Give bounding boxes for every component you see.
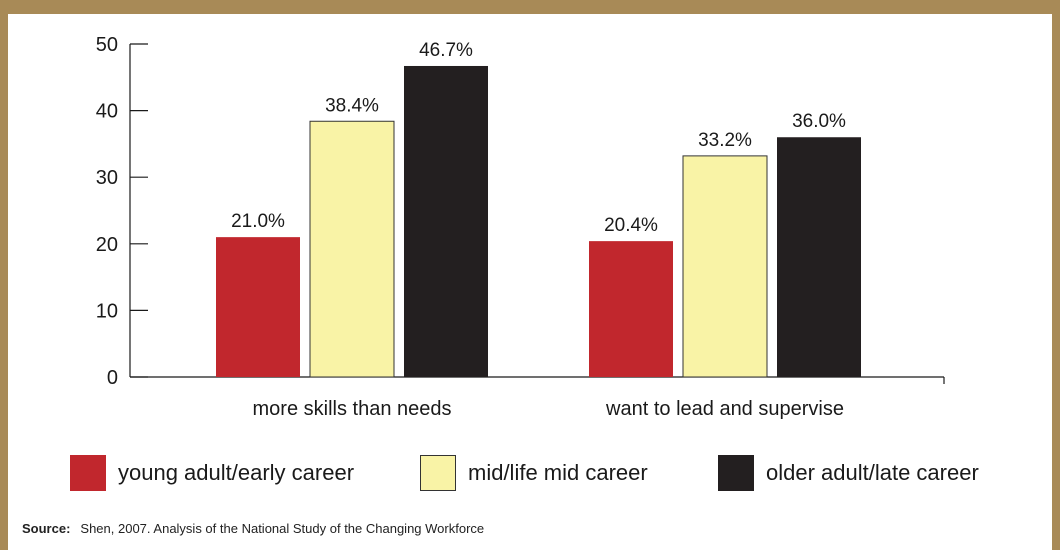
legend-swatch-young <box>70 455 106 491</box>
data-label-older-1: 46.7% <box>419 40 473 61</box>
bar-mid-1 <box>309 120 395 378</box>
bar-young-2 <box>589 241 673 377</box>
bar-older-1 <box>404 65 488 377</box>
bar-chart: 0 10 20 30 40 50 21.0% 38.4% 46.7% more skills th… <box>96 34 945 420</box>
legend-item-older: older adult/late career <box>718 455 979 491</box>
y-tick-label: 50 <box>96 34 118 56</box>
legend: young adult/early career mid/life mid ca… <box>70 455 1030 495</box>
bar-mid-2 <box>682 155 768 378</box>
x-category-label-1: more skills than needs <box>253 398 452 420</box>
legend-label-mid: mid/life mid career <box>468 460 648 485</box>
source-note: Source: Shen, 2007. Analysis of the Natio… <box>22 521 484 536</box>
data-label-young-1: 21.0% <box>231 211 285 232</box>
bar-older-2 <box>777 137 861 377</box>
data-label-older-2: 36.0% <box>792 111 846 132</box>
legend-item-mid: mid/life mid career <box>420 455 648 491</box>
source-text: Shen, 2007. Analysis of the National Stu… <box>80 521 485 536</box>
legend-swatch-mid <box>420 455 456 491</box>
y-tick-label: 40 <box>96 101 118 123</box>
y-tick-label: 30 <box>96 167 118 189</box>
x-category-label-2: want to lead and supervise <box>605 398 844 420</box>
source-label: Source: <box>22 521 71 536</box>
data-label-mid-1: 38.4% <box>325 95 379 116</box>
y-tick-label: 20 <box>96 234 118 256</box>
legend-swatch-older <box>718 455 754 491</box>
y-tick-label: 10 <box>96 300 118 322</box>
bar-young-1 <box>216 237 300 377</box>
legend-label-older: older adult/late career <box>766 460 979 485</box>
legend-item-young: young adult/early career <box>70 455 354 491</box>
data-label-young-2: 20.4% <box>604 215 658 236</box>
y-tick-label: 0 <box>107 367 118 389</box>
legend-label-young: young adult/early career <box>118 460 355 485</box>
data-label-mid-2: 33.2% <box>698 130 752 151</box>
